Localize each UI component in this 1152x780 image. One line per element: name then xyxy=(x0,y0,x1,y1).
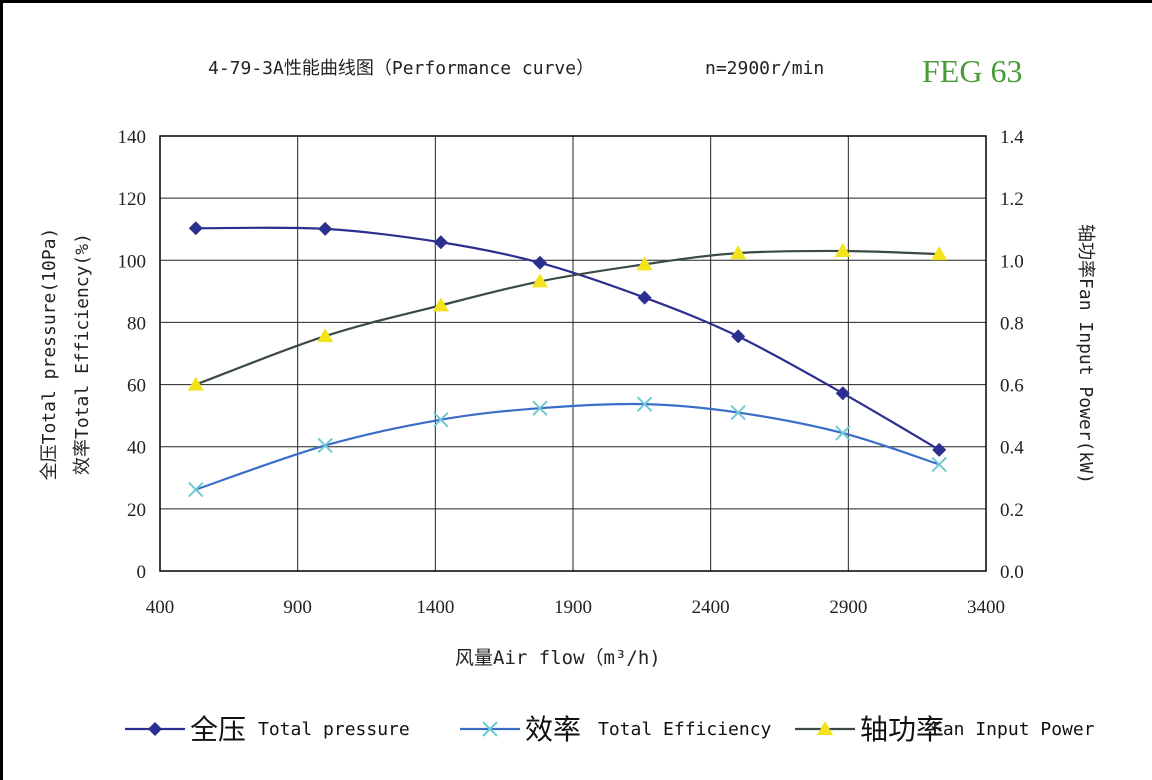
series-3-point xyxy=(636,256,653,271)
y-right-tick-label: 0.2 xyxy=(1000,500,1024,521)
x-tick-label: 3400 xyxy=(967,597,1005,618)
series-2-point-stroke-b xyxy=(730,404,746,421)
y-left-axis-ticks: 0 20 40 60 80 100 120 140 xyxy=(118,127,147,583)
legend-label: Total pressure xyxy=(258,719,410,740)
series-1-point xyxy=(932,442,947,457)
legend-name: 轴功率 xyxy=(860,714,944,746)
x-tick-label: 1400 xyxy=(416,597,454,618)
chart-subtitle: n=2900r/min xyxy=(705,58,824,79)
series-1-point xyxy=(532,255,547,270)
x-tick-label: 2900 xyxy=(829,597,867,618)
series-2-point-stroke-b xyxy=(317,437,333,454)
y-left-tick-label: 120 xyxy=(118,189,147,210)
series-2-point xyxy=(317,437,333,454)
series-1-point xyxy=(318,221,333,236)
x-tick-label: 400 xyxy=(146,597,175,618)
series-2-point xyxy=(730,404,746,421)
y-left-tick-label: 80 xyxy=(127,313,146,334)
legend-label: Fan Input Power xyxy=(932,719,1095,740)
series-2-point-stroke-b xyxy=(835,425,851,441)
y-left-tick-label: 40 xyxy=(127,438,146,459)
chart-title: 4-79-3A性能曲线图（Performance curve） xyxy=(208,58,594,79)
y-right-tick-label: 0.6 xyxy=(1000,376,1024,397)
legend-marker xyxy=(817,721,833,735)
model-label: FEG 63 xyxy=(922,53,1022,89)
series-1-line xyxy=(195,226,940,451)
series-1-point xyxy=(433,235,448,250)
y-right-tick-label: 0.4 xyxy=(1000,438,1024,459)
legend-marker-stroke-b xyxy=(482,721,498,737)
series-2-point xyxy=(188,481,204,498)
series-2-point-stroke-b xyxy=(188,481,204,498)
series-1-point xyxy=(637,290,652,305)
y-right-tick-label: 0.0 xyxy=(1000,562,1024,583)
series-2-point xyxy=(636,396,653,412)
series-1-point xyxy=(188,221,203,236)
series-2-point-stroke-b xyxy=(532,400,548,416)
series-2 xyxy=(188,396,947,498)
series-2-point xyxy=(835,425,851,441)
y-left-axis-label-2: 效率Total Efficiency(%) xyxy=(72,233,93,475)
x-axis-ticks: 400 900 1400 1900 2400 2900 3400 xyxy=(146,597,1005,618)
y-right-tick-label: 0.8 xyxy=(1000,313,1024,334)
x-axis-label: 风量Air flow（m³/h) xyxy=(455,647,661,669)
series-2-point xyxy=(433,411,449,428)
series-layer xyxy=(187,221,948,498)
legend-name: 效率 xyxy=(525,714,581,746)
series-3-point xyxy=(432,297,449,312)
y-left-tick-label: 20 xyxy=(127,500,146,521)
series-3-point xyxy=(187,376,204,391)
series-3-point xyxy=(317,328,334,343)
y-right-tick-label: 1.4 xyxy=(1000,127,1024,148)
y-right-tick-label: 1.0 xyxy=(1000,251,1024,272)
grid-lines xyxy=(160,136,986,571)
legend-marker xyxy=(482,721,498,737)
y-right-axis-label: 轴功率Fan Input Power(kW) xyxy=(1075,224,1096,484)
y-left-tick-label: 100 xyxy=(118,251,147,272)
series-1-point xyxy=(835,386,850,401)
series-3 xyxy=(187,242,948,391)
series-1-point xyxy=(731,329,746,344)
series-3-point xyxy=(531,273,548,288)
series-2-point-stroke-b xyxy=(433,411,449,428)
series-2-point xyxy=(931,456,947,473)
series-3-point xyxy=(931,246,948,261)
legend: 全压 Total pressure 效率 Total Efficiency 轴功率Fan… xyxy=(125,714,1095,746)
y-left-axis-label-1: 全压Total pressure(10Pa) xyxy=(39,228,60,481)
series-3-point xyxy=(730,245,747,260)
x-tick-label: 900 xyxy=(283,597,312,618)
legend-item-2: 效率 Total Efficiency xyxy=(460,714,772,746)
y-right-tick-label: 1.2 xyxy=(1000,189,1024,210)
x-tick-label: 2400 xyxy=(692,597,730,618)
series-2-point xyxy=(532,400,548,416)
y-right-axis-ticks: 0.0 0.2 0.4 0.6 0.8 1.0 1.2 1.4 xyxy=(1000,127,1024,583)
series-3-point xyxy=(834,242,851,257)
x-tick-label: 1900 xyxy=(554,597,592,618)
series-2-point-stroke-b xyxy=(636,396,653,412)
y-left-tick-label: 60 xyxy=(127,376,146,397)
legend-item-3: 轴功率Fan Input Power xyxy=(795,714,1095,746)
series-2-point-stroke-b xyxy=(931,456,947,473)
series-1 xyxy=(188,221,947,457)
y-left-tick-label: 140 xyxy=(118,127,147,148)
legend-name: 全压 xyxy=(190,714,246,746)
plot-area xyxy=(159,135,987,572)
legend-item-1: 全压 Total pressure xyxy=(125,714,410,746)
legend-label: Total Efficiency xyxy=(598,719,772,740)
legend-marker xyxy=(148,722,162,736)
y-left-tick-label: 0 xyxy=(137,562,147,583)
